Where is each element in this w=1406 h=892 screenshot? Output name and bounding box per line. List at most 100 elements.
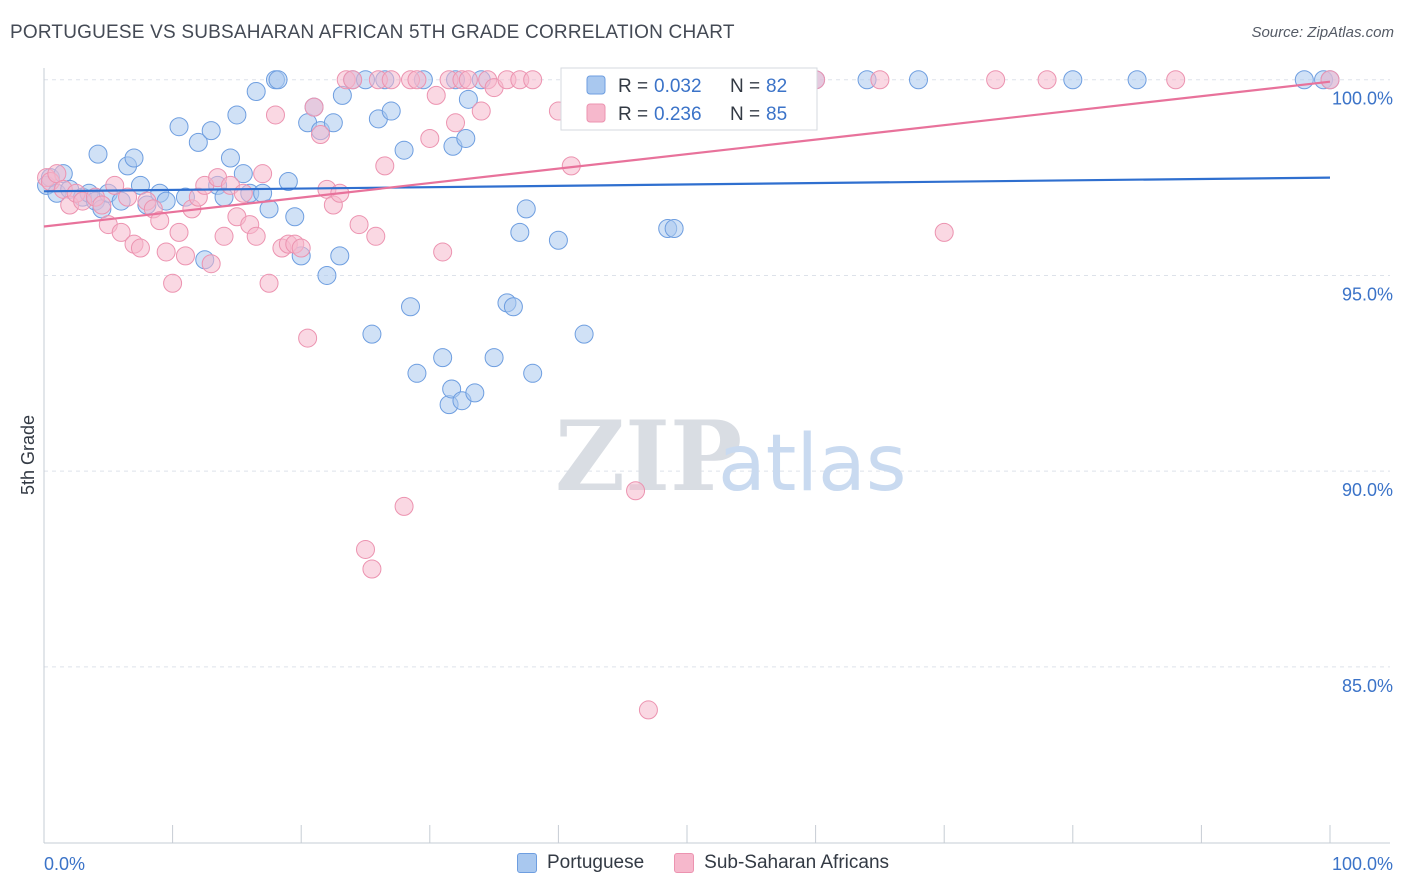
subsaharan-point-51 [366,226,386,246]
portuguese-point-67 [510,222,530,242]
legend-swatch-subsaharan [586,103,606,123]
legend-bottom-label-portuguese: Portuguese [546,852,645,873]
subsaharan-point-60 [433,242,453,262]
y-tick-label-2: 95.0% [1342,284,1393,304]
subsaharan-point-18 [156,242,176,262]
portuguese-point-60 [456,128,476,148]
portuguese-point-41 [323,113,343,133]
legend-r-value-subsaharan: 0.236 [654,104,702,125]
subsaharan-point-81 [986,70,1006,90]
portuguese-point-9 [88,144,108,164]
portuguese-point-20 [188,132,208,152]
legend-n-value-portuguese: 82 [766,76,787,97]
y-tick-label-1: 90.0% [1342,480,1393,500]
subsaharan-point-17 [150,211,170,231]
watermark: ZIP atlas [555,400,907,513]
subsaharan-point-53 [375,156,395,176]
subsaharan-point-14 [130,238,150,258]
legend-bottom-swatch-portuguese [516,853,537,873]
legend-n-label-portuguese: N = [730,76,765,97]
subsaharan-point-58 [420,128,440,148]
portuguese-point-22 [201,121,221,141]
portuguese-point-40 [317,265,337,285]
legend-n-label-subsaharan: N = [730,104,765,125]
legend-stats-box: R = 0.032 N = 82 R = 0.236 N = 85 [560,67,818,131]
legend-r-value-portuguese: 0.032 [654,76,702,97]
subsaharan-point-62 [446,113,466,133]
x-tick-label-0: 0.0% [44,854,85,874]
subsaharan-point-75 [638,700,658,720]
y-tick-label-0: 85.0% [1342,676,1393,696]
subsaharan-point-74 [626,481,646,501]
subsaharan-point-64 [458,70,478,90]
subsaharan-point-39 [291,238,311,258]
legend-item-subsaharan: Sub-Saharan Africans [674,852,889,874]
portuguese-point-46 [362,324,382,344]
legend-swatch-portuguese [586,75,606,95]
portuguese-point-42 [330,246,350,266]
watermark-zip: ZIP [555,400,742,513]
subsaharan-point-57 [407,70,427,90]
subsaharan-point-55 [394,496,414,516]
legend-r-label-portuguese: R = [618,76,653,97]
subsaharan-point-33 [253,164,273,184]
subsaharan-point-50 [362,559,382,579]
portuguese-point-68 [516,199,536,219]
legend-bottom-label-subsaharan: Sub-Saharan Africans [704,852,890,873]
subsaharan-point-41 [304,97,324,117]
subsaharan-point-82 [1037,70,1057,90]
portuguese-point-31 [259,199,279,219]
portuguese-point-62 [465,383,485,403]
legend-r-label-subsaharan: R = [618,104,653,125]
portuguese-point-33 [268,70,288,90]
subsaharan-point-30 [233,183,253,203]
portuguese-point-43 [332,85,352,105]
portuguese-point-25 [220,148,240,168]
axes [43,68,1390,844]
portuguese-point-18 [169,117,189,137]
subsaharan-point-25 [201,254,221,274]
portuguese-point-77 [1063,70,1083,90]
subsaharan-point-79 [870,70,890,90]
portuguese-point-71 [574,324,594,344]
portuguese-point-52 [407,363,427,383]
y-tick-labels: 85.0% 90.0% 95.0% 100.0% [1332,89,1393,696]
subsaharan-point-84 [1320,70,1340,90]
portuguese-point-69 [523,363,543,383]
portuguese-point-35 [285,207,305,227]
subsaharan-point-11 [111,222,131,242]
portuguese-point-27 [233,164,253,184]
series-portuguese-points [37,70,1340,415]
subsaharan-point-34 [259,273,279,293]
series-subsaharan-points [37,70,1340,720]
subsaharan-point-27 [214,226,234,246]
portuguese-point-13 [124,148,144,168]
portuguese-point-26 [227,105,247,125]
subsaharan-point-35 [265,105,285,125]
portuguese-point-73 [664,218,684,238]
legend-n-value-subsaharan: 85 [766,104,787,125]
portuguese-point-76 [908,70,928,90]
subsaharan-point-70 [523,70,543,90]
subsaharan-point-42 [310,125,330,145]
chart-title: PORTUGUESE VS SUBSAHARAN AFRICAN 5TH GRA… [10,22,735,43]
subsaharan-point-32 [246,226,266,246]
subsaharan-point-20 [169,222,189,242]
subsaharan-point-19 [163,273,183,293]
subsaharan-point-49 [356,539,375,559]
portuguese-point-61 [458,89,478,109]
portuguese-point-66 [503,297,523,317]
portuguese-point-70 [548,230,568,250]
portuguese-point-64 [484,348,504,368]
x-tick-labels: 0.0% 100.0% [44,854,1393,874]
subsaharan-point-59 [426,85,446,105]
legend-bottom-swatch-subsaharan [674,853,695,873]
chart-source: Source: ZipAtlas.com [1251,24,1394,41]
portuguese-point-50 [394,140,414,160]
subsaharan-point-8 [92,195,112,215]
subsaharan-point-83 [1166,70,1186,90]
trend-line-portuguese [43,176,1331,193]
subsaharan-point-65 [471,101,491,121]
legend-bottom: Portuguese Sub-Saharan Africans [0,852,1406,874]
